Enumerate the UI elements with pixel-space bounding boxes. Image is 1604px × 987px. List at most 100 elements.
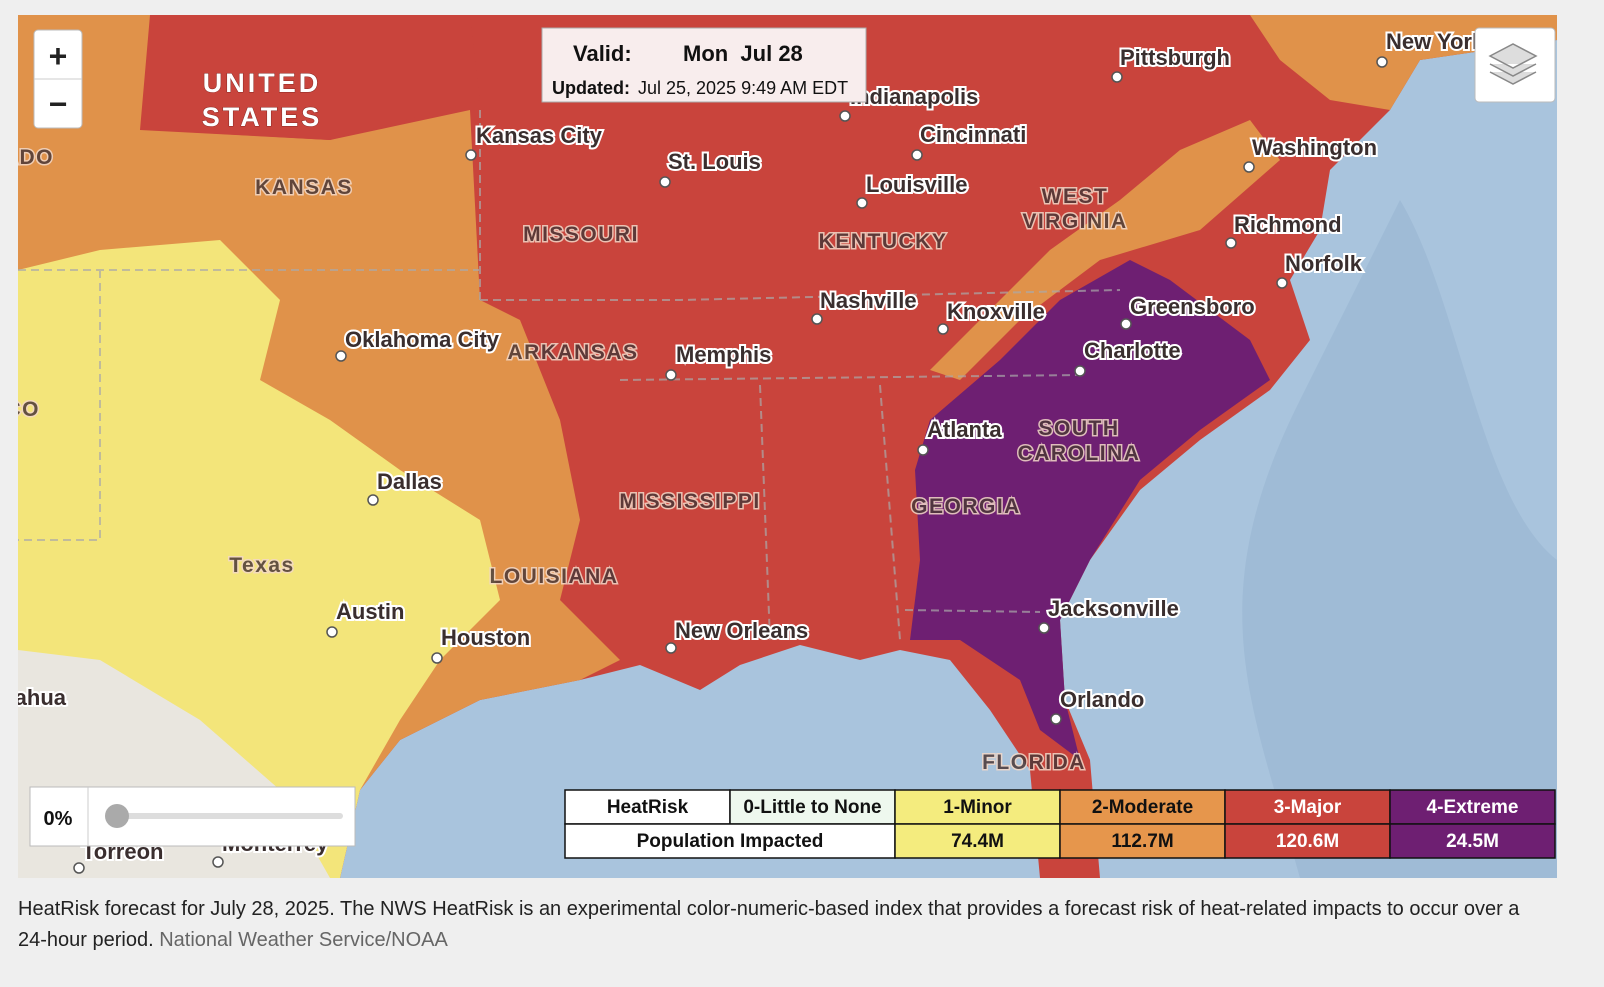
city-label: Louisville xyxy=(866,172,967,197)
city-label: Oklahoma City xyxy=(345,327,500,352)
city-label: Kansas City xyxy=(476,123,603,148)
region-label: GEORGIA xyxy=(911,495,1021,518)
ocean-deep xyxy=(1242,200,1557,878)
region-label: MISSOURI xyxy=(523,223,639,246)
city-label: New Orleans xyxy=(675,618,808,643)
legend-cell xyxy=(1389,823,1556,859)
legend-cell xyxy=(894,823,1061,859)
city-label: Norfolk xyxy=(1285,251,1363,276)
city-label: Washington xyxy=(1252,135,1377,160)
legend-cell xyxy=(1389,789,1556,825)
legend-header: 1-Minor xyxy=(943,797,1012,818)
city-label: Cincinnati xyxy=(920,122,1026,147)
city-label: Jacksonville xyxy=(1048,596,1179,621)
city-dot xyxy=(917,444,929,456)
city-label: Austin xyxy=(336,599,404,624)
city-dot xyxy=(1050,713,1062,725)
city-label: Dallas xyxy=(377,469,442,494)
legend-header: 3-Major xyxy=(1274,797,1342,818)
city-label: Memphis xyxy=(676,342,771,367)
city-dot xyxy=(431,652,443,664)
city-label: Houston xyxy=(441,625,530,650)
region-label: STATES xyxy=(202,102,323,132)
legend-table: HeatRisk 0-Little to None 1-Minor 2-Moderat… xyxy=(564,789,1556,859)
legend-header: HeatRisk xyxy=(607,797,689,818)
map: UNITED STATES KANSAS MISSOURI KENTUCKY W… xyxy=(0,15,1557,878)
caption-text: HeatRisk forecast for July 28, 2025. The… xyxy=(18,898,1520,951)
layers-button[interactable] xyxy=(1474,27,1556,103)
valid-panel xyxy=(541,27,867,103)
region-label: CAROLINA xyxy=(1018,442,1141,465)
caption: HeatRisk forecast for July 28, 2025. The… xyxy=(18,894,1548,956)
legend-cell xyxy=(1224,823,1391,859)
city-dot xyxy=(335,350,347,362)
city-label: Pittsburgh xyxy=(1120,45,1230,70)
opacity-control: 0% xyxy=(29,786,356,847)
updated-label: Updated: xyxy=(552,78,630,98)
region-label: FLORIDA xyxy=(982,751,1086,774)
city-label: New York xyxy=(1386,29,1485,54)
city-label: Nashville xyxy=(820,288,917,313)
slider-knob[interactable] xyxy=(105,804,129,828)
city-label: Greensboro xyxy=(1130,294,1255,319)
region-label: COLORADO xyxy=(0,146,54,169)
city-dot xyxy=(659,176,671,188)
legend-row-label: Population Impacted xyxy=(637,831,824,852)
region-label: MISSISSIPPI xyxy=(619,490,760,513)
zoom-control: + − xyxy=(33,29,83,129)
city-dot xyxy=(1243,161,1255,173)
state-borders xyxy=(18,110,1121,641)
legend-value: 74.4M xyxy=(951,831,1004,852)
legend-value: 112.7M xyxy=(1111,831,1173,852)
city-dot xyxy=(665,369,677,381)
city-dot xyxy=(212,856,224,868)
city-label: Indianapolis xyxy=(850,84,978,109)
zoom-in[interactable]: + xyxy=(49,38,68,74)
city-label: Atlanta xyxy=(927,417,1002,442)
region-label: NEW MEXICO xyxy=(0,398,40,421)
region-label: Texas xyxy=(229,554,295,577)
city-dot xyxy=(811,313,823,325)
region-label: LOUISIANA xyxy=(490,565,619,588)
region-label: SOUTH xyxy=(1039,417,1120,440)
city-dot xyxy=(937,323,949,335)
land-moderate-east xyxy=(930,120,1280,380)
valid-label: Valid: xyxy=(573,41,632,66)
region-label: UNITED xyxy=(203,68,322,98)
city-dot xyxy=(465,149,477,161)
city-label: Charlotte xyxy=(1084,338,1181,363)
region-label: KENTUCKY xyxy=(819,230,948,253)
city-dot xyxy=(839,110,851,122)
layers-box[interactable] xyxy=(1474,27,1556,103)
city-dot xyxy=(1074,365,1086,377)
legend-cell xyxy=(894,789,1061,825)
city-dot xyxy=(1276,277,1288,289)
city-dot xyxy=(1038,622,1050,634)
legend-cell xyxy=(564,823,896,859)
valid-date: Mon Jul 28 xyxy=(683,41,803,66)
cities: Kansas City St. Louis Indianapolis Cincinna… xyxy=(0,27,1487,874)
legend-header: 2-Moderate xyxy=(1092,797,1193,818)
updated-value: Jul 25, 2025 9:49 AM EDT xyxy=(638,78,848,98)
city-label: Chihuahua xyxy=(0,685,67,710)
city-dot xyxy=(856,197,868,209)
region-label: WEST xyxy=(1042,185,1109,208)
legend-cell xyxy=(729,789,896,825)
city-label: Knoxville xyxy=(947,299,1045,324)
layers-icon xyxy=(1488,43,1538,85)
legend-cell xyxy=(1059,789,1226,825)
region-label: ARKANSAS xyxy=(507,341,638,364)
city-label: Richmond xyxy=(1234,212,1342,237)
map-layer: UNITED STATES KANSAS MISSOURI KENTUCKY W… xyxy=(0,15,1557,878)
city-dot xyxy=(367,494,379,506)
land-extreme xyxy=(910,260,1270,760)
city-dot xyxy=(326,626,338,638)
city-dot xyxy=(1376,56,1388,68)
zoom-out[interactable]: − xyxy=(49,86,68,122)
region-label: KANSAS xyxy=(255,176,353,199)
legend-header: 0-Little to None xyxy=(743,797,881,818)
city-dot xyxy=(1120,318,1132,330)
opacity-value: 0% xyxy=(44,808,73,830)
city-label: Orlando xyxy=(1060,687,1144,712)
legend-header: 4-Extreme xyxy=(1427,797,1519,818)
